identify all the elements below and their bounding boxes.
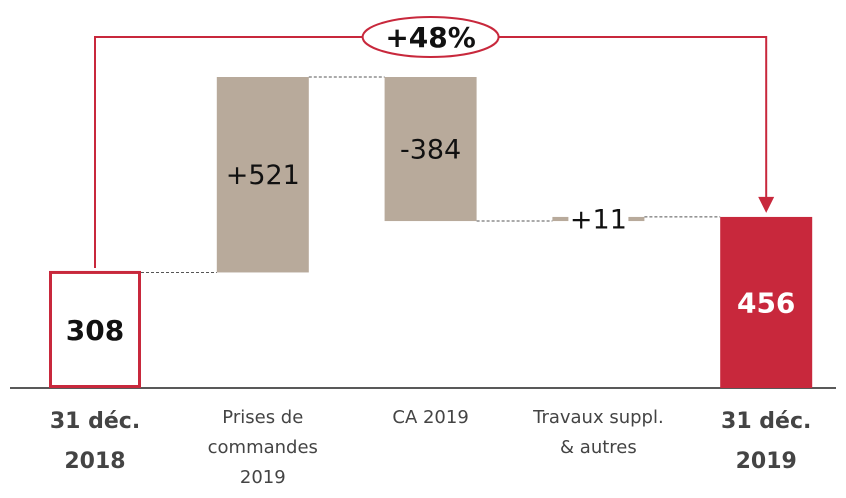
value-label: 308: [66, 314, 124, 347]
label-bg: [568, 204, 629, 233]
bar: [49, 270, 141, 388]
x-tick-label: & autres: [560, 437, 637, 458]
x-tick-label: Travaux suppl.: [532, 407, 664, 428]
bar: [384, 77, 477, 222]
x-tick-label: 2018: [64, 449, 125, 474]
arrow-head: [758, 196, 775, 213]
value-label: +521: [226, 160, 300, 191]
x-tick-label: 31 déc.: [50, 409, 140, 434]
value-label: 456: [737, 286, 795, 319]
annotation-bubble: [361, 16, 500, 58]
value-label: +11: [570, 204, 627, 235]
annotation: +48%: [385, 21, 475, 54]
bar: [216, 77, 309, 273]
x-tick-label: commandes: [208, 437, 318, 458]
x-tick-label: 31 déc.: [721, 409, 811, 434]
x-tick-label: CA 2019: [392, 407, 468, 428]
x-tick-label: Prises de: [222, 407, 303, 428]
x-tick-label: 2019: [736, 449, 797, 474]
x-tick-label: 2019: [240, 467, 286, 488]
bar: [720, 216, 813, 388]
value-label: -384: [400, 135, 461, 166]
